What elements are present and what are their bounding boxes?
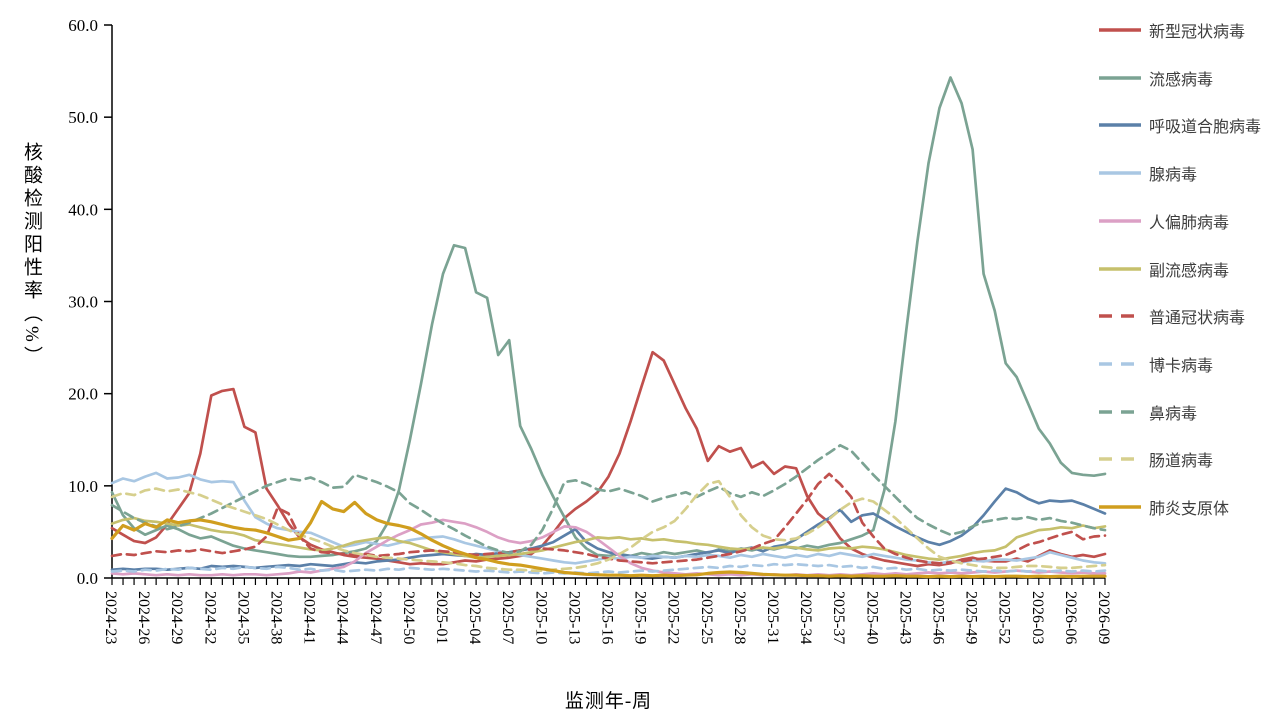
x-tick-label: 2024-38 — [268, 591, 285, 644]
x-tick-label: 2025-52 — [996, 591, 1013, 644]
series-line-piv — [110, 516, 1107, 561]
x-tick-label: 2025-49 — [963, 591, 980, 644]
x-tick-label: 2025-40 — [863, 591, 880, 644]
x-tick-label: 2025-31 — [764, 591, 781, 644]
legend-swatch-hrv — [1099, 409, 1141, 414]
legend-item-covid: 新型冠状病毒 — [1098, 13, 1245, 47]
legend-swatch-flu — [1099, 75, 1141, 80]
legend-label-adv: 腺病毒 — [1149, 167, 1198, 185]
legend-item-rsv: 呼吸道合胞病毒 — [1098, 108, 1261, 142]
x-tick-label: 2025-19 — [632, 591, 649, 644]
x-tick-label: 2024-32 — [201, 591, 218, 644]
x-tick-label: 2025-10 — [532, 591, 549, 644]
legend-item-adv: 腺病毒 — [1098, 156, 1197, 190]
x-tick-label: 2026-09 — [1095, 591, 1112, 644]
x-tick-label: 2024-23 — [102, 591, 119, 644]
legend-label-hbov: 博卡病毒 — [1149, 357, 1214, 375]
legend-swatch-covid — [1099, 28, 1141, 32]
legend-item-ev: 肠道病毒 — [1098, 442, 1213, 476]
legend-item-hcov: 普通冠状病毒 — [1098, 299, 1245, 333]
x-tick-label: 2026-03 — [1029, 591, 1046, 644]
y-tick-label: 30.0 — [68, 293, 98, 312]
x-tick-label: 2025-22 — [665, 591, 682, 644]
legend-swatch-ev — [1099, 457, 1141, 461]
x-tick-label: 2026-06 — [1062, 591, 1079, 644]
series-line-mp — [110, 499, 1107, 579]
y-tick-label: 50.0 — [68, 108, 98, 127]
series-line-covid — [110, 350, 1107, 568]
legend-swatch-hbov — [1099, 362, 1141, 366]
legend-label-hrv: 鼻病毒 — [1149, 405, 1198, 423]
legend-item-hmpv: 人偏肺病毒 — [1098, 204, 1229, 238]
x-tick-label: 2024-41 — [301, 591, 318, 644]
legend-item-piv: 副流感病毒 — [1098, 252, 1229, 286]
legend-label-covid: 新型冠状病毒 — [1149, 24, 1246, 41]
x-tick-label: 2025-46 — [930, 591, 947, 644]
y-tick-label: 40.0 — [68, 200, 98, 219]
legend-label-piv: 副流感病毒 — [1149, 262, 1230, 280]
legend-label-flu: 流感病毒 — [1149, 71, 1214, 89]
legend-label-hmpv: 人偏肺病毒 — [1149, 214, 1230, 232]
legend-label-mp: 肺炎支原体 — [1149, 501, 1230, 518]
legend-item-mp: 肺炎支原体 — [1098, 490, 1229, 524]
legend-label-rsv: 呼吸道合胞病毒 — [1149, 119, 1262, 137]
series-line-hbov — [110, 562, 1107, 575]
y-tick-label: 0.0 — [77, 569, 98, 588]
legend-swatch-mp — [1099, 505, 1141, 509]
legend: 新型冠状病毒 流感病毒呼吸道合胞病毒 腺病毒人偏肺病毒副流感病毒普通冠状病毒 博卡病毒… — [1098, 8, 1280, 548]
x-tick-label: 2025-04 — [466, 591, 483, 644]
x-axis-title: 监测年-周 — [564, 691, 653, 712]
x-tick-label: 2025-07 — [499, 591, 516, 644]
x-tick-label: 2025-16 — [599, 591, 616, 644]
legend-item-flu: 流感病毒 — [1098, 61, 1213, 95]
series-line-hcov — [110, 472, 1107, 565]
y-axis-title: 核酸检测阳性率（%） — [21, 142, 42, 369]
x-tick-label: 2024-35 — [234, 591, 251, 644]
series-line-ev — [110, 479, 1107, 572]
x-tick-label: 2025-43 — [896, 591, 913, 644]
y-tick-label: 20.0 — [68, 385, 98, 404]
x-tick-label: 2025-01 — [433, 591, 450, 644]
series-line-hrv — [110, 443, 1107, 555]
legend-swatch-rsv — [1099, 123, 1141, 128]
x-tick-label: 2024-29 — [168, 591, 185, 644]
x-tick-label: 2025-34 — [797, 591, 814, 644]
x-tick-label: 2025-25 — [698, 591, 715, 644]
x-tick-label: 2025-28 — [731, 591, 748, 644]
legend-item-hbov: 博卡病毒 — [1098, 347, 1213, 381]
x-tick-label: 2024-47 — [367, 591, 384, 644]
y-tick-label: 10.0 — [68, 477, 98, 496]
legend-label-hcov: 普通冠状病毒 — [1149, 310, 1246, 328]
legend-swatch-hmpv — [1099, 219, 1141, 223]
x-tick-label: 2024-50 — [400, 591, 417, 644]
series-line-flu — [110, 76, 1107, 559]
y-tick-label: 60.0 — [68, 16, 98, 35]
legend-swatch-hcov — [1099, 314, 1141, 318]
legend-swatch-adv — [1099, 171, 1141, 175]
x-tick-label: 2025-37 — [830, 591, 847, 644]
series-line-hmpv — [110, 518, 1107, 577]
legend-item-hrv: 鼻病毒 — [1098, 395, 1197, 429]
legend-swatch-piv — [1099, 266, 1141, 271]
x-tick-label: 2024-26 — [135, 591, 152, 644]
x-tick-label: 2025-13 — [565, 591, 582, 644]
legend-label-ev: 肠道病毒 — [1149, 453, 1214, 471]
x-tick-label: 2024-44 — [334, 591, 351, 644]
